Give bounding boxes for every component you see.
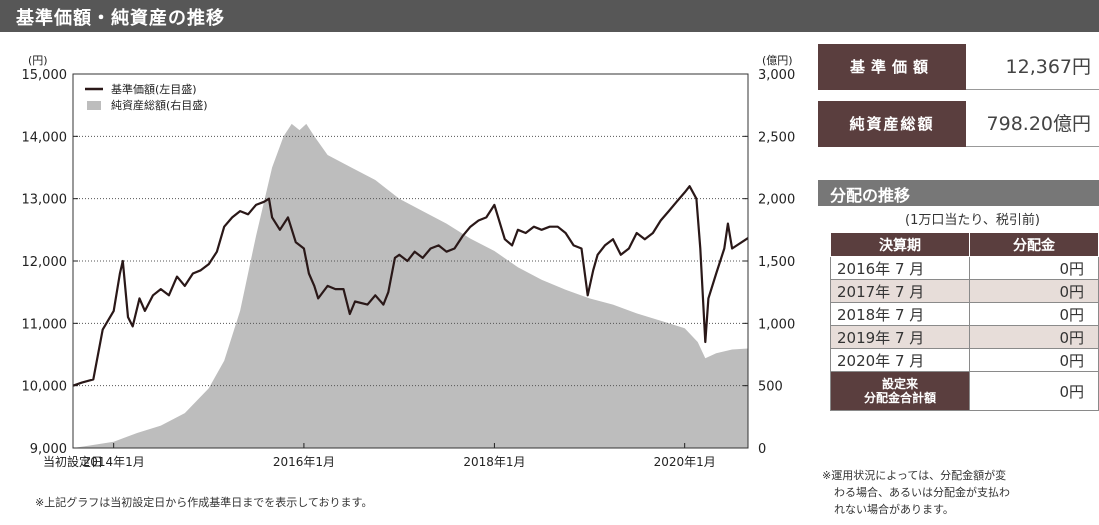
section-header: 基準価額・純資産の推移 [0, 0, 1099, 32]
row-period: 2020年 7 月 [830, 348, 970, 372]
kpi-nav: 基準価額 12,367円 [818, 44, 1099, 90]
right-axis-unit: (億円) [762, 54, 793, 67]
row-amount: 0円 [969, 348, 1099, 372]
nav-line [72, 185, 749, 387]
left-tick-label: 9,000 [30, 442, 67, 457]
row-period: 2018年 7 月 [830, 302, 970, 326]
distribution-footnote: ※運用状況によっては、分配金額が変 わる場合、あるいは分配金が支払わ れない場合… [822, 467, 1099, 518]
legend-line-label: 基準価額(左目盛) [111, 82, 197, 96]
right-tick-label: 3,000 [758, 68, 795, 83]
right-tick-label: 500 [758, 380, 783, 395]
kpi-nav-value: 12,367円 [1005, 56, 1091, 78]
left-tick-label: 14,000 [22, 130, 68, 145]
section-title: 基準価額・純資産の推移 [16, 8, 225, 29]
distribution-header: 分配の推移 [818, 180, 1099, 206]
left-axis-unit: (円) [28, 54, 48, 67]
right-tick-label: 2,500 [758, 130, 795, 145]
row-period: 2016年 7 月 [830, 256, 970, 280]
table-row: 2020年 7 月 0円 [830, 348, 1099, 372]
column-header-period: 決算期 [830, 232, 970, 257]
x-tick-label: 2018年1月 [463, 455, 525, 469]
x-tick-label: 2016年1月 [273, 455, 335, 469]
total-amount: 0円 [969, 371, 1099, 411]
x-tick-label: 2014年1月 [83, 455, 145, 469]
left-tick-label: 12,000 [22, 255, 68, 270]
total-label-line-1: 設定来 [881, 377, 918, 391]
distribution-title: 分配の推移 [830, 186, 911, 205]
chart-footnote: ※上記グラフは当初設定日から作成基準日までを表示しております。 [35, 496, 373, 509]
kpi-net-assets: 純資産総額 798.20億円 [818, 101, 1099, 147]
table-row: 2018年 7 月 0円 [830, 302, 1099, 326]
column-header-amount: 分配金 [969, 232, 1099, 257]
total-label-line-2: 分配金合計額 [863, 391, 936, 405]
x-tick-label: 2020年1月 [654, 455, 716, 469]
distribution-note: (1万口当たり、税引前) [905, 213, 1040, 228]
table-header-row: 決算期 分配金 [830, 232, 1099, 257]
x-tick-label: 当初設定日 [43, 454, 103, 469]
table-row: 2017年 7 月 0円 [830, 279, 1099, 303]
row-amount: 0円 [969, 325, 1099, 349]
row-amount: 0円 [969, 256, 1099, 280]
row-period: 2017年 7 月 [830, 279, 970, 303]
kpi-nav-label: 基準価額 [818, 44, 966, 90]
nav-chart: 9,000 10,000 11,000 12,000 13,000 14,000 15,00… [22, 54, 796, 469]
distribution-table: 決算期 分配金 2016年 7 月 0円 2017年 7 月 0円 2018年 … [830, 232, 1099, 411]
right-tick-label: 1,500 [758, 255, 795, 270]
table-row: 2016年 7 月 0円 [830, 256, 1099, 280]
left-tick-label: 10,000 [22, 380, 68, 395]
row-period: 2019年 7 月 [830, 325, 970, 349]
right-tick-label: 1,000 [758, 317, 795, 332]
net-assets-area [73, 123, 748, 449]
table-row: 2019年 7 月 0円 [830, 325, 1099, 349]
right-tick-label: 2,000 [758, 193, 795, 208]
legend-area-swatch [87, 101, 101, 110]
left-tick-label: 15,000 [22, 68, 68, 83]
kpi-underline [966, 146, 1099, 147]
kpi-net-assets-value: 798.20億円 [986, 113, 1091, 135]
row-amount: 0円 [969, 302, 1099, 326]
kpi-net-assets-label: 純資産総額 [818, 101, 966, 147]
distribution-footnote-line: わる場合、あるいは分配金が支払わ [834, 486, 1010, 499]
left-tick-label: 11,000 [22, 317, 68, 332]
left-tick-label: 13,000 [22, 193, 68, 208]
kpi-underline [966, 89, 1099, 90]
right-tick-label: 0 [758, 442, 766, 457]
legend-area-label: 純資産総額(右目盛) [111, 98, 208, 112]
row-amount: 0円 [969, 279, 1099, 303]
plot-frame [72, 73, 749, 449]
distribution-footnote-line: れない場合があります。 [834, 503, 954, 516]
table-total-row: 設定来 分配金合計額 0円 [830, 371, 1099, 411]
distribution-footnote-line: ※運用状況によっては、分配金額が変 [822, 469, 1007, 482]
total-label: 設定来 分配金合計額 [830, 371, 970, 411]
